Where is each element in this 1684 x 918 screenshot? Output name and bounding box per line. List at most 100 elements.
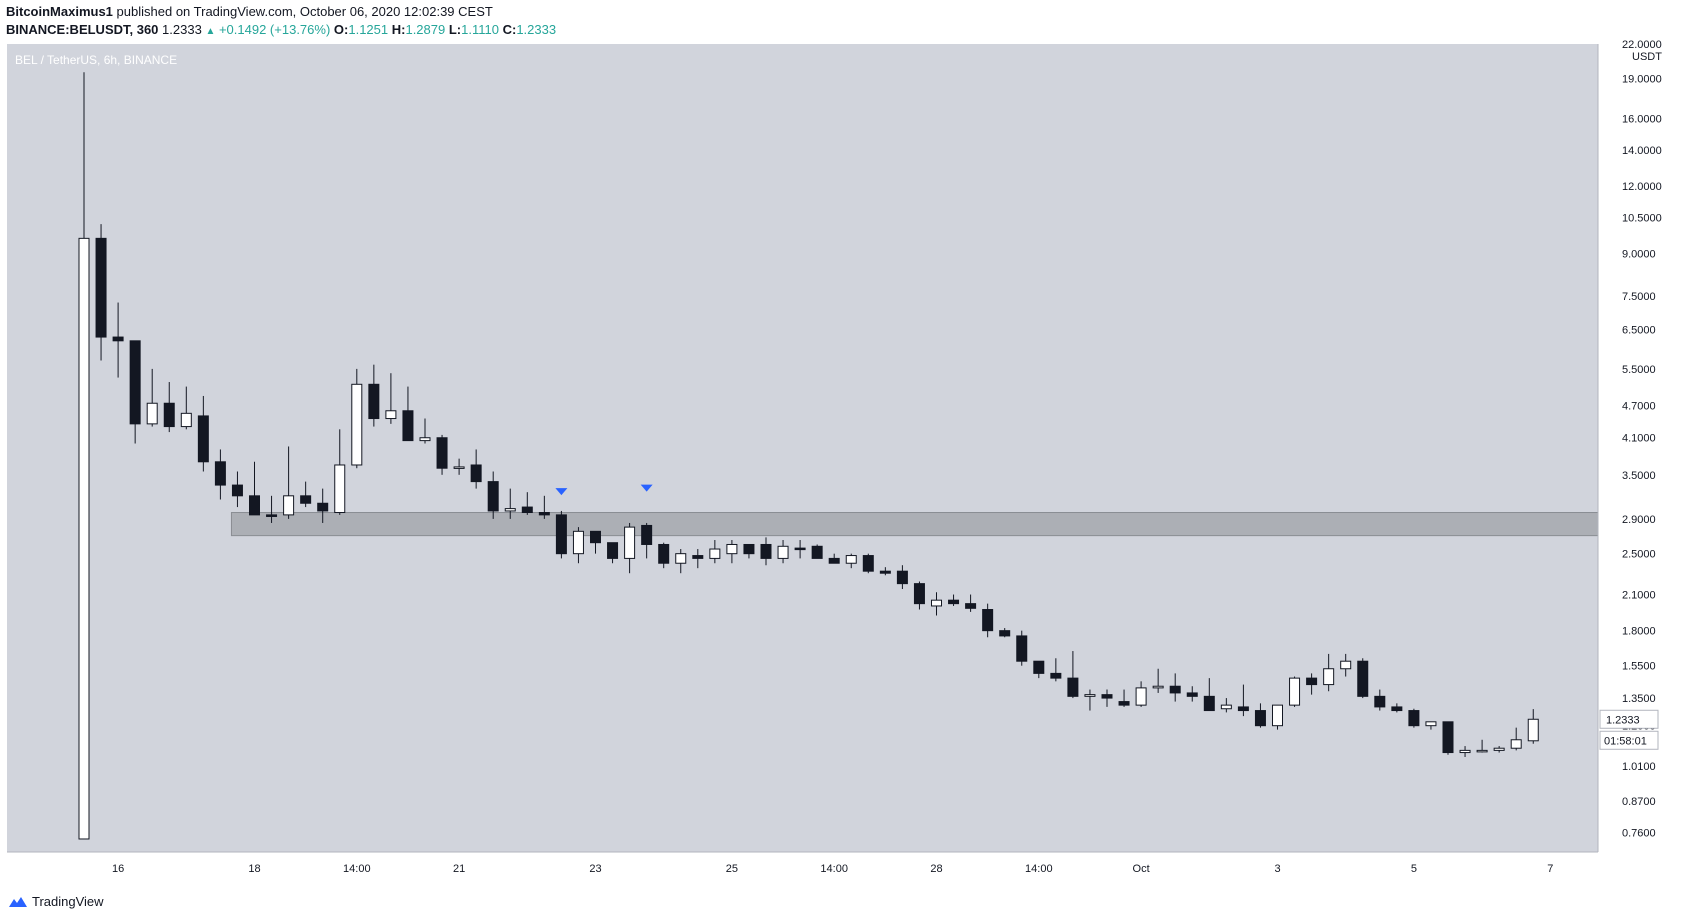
candle[interactable] bbox=[1254, 703, 1266, 728]
candle[interactable] bbox=[249, 461, 260, 516]
candle[interactable] bbox=[948, 594, 960, 606]
candle[interactable] bbox=[266, 495, 278, 523]
candle[interactable] bbox=[419, 418, 431, 444]
candle[interactable] bbox=[470, 449, 482, 489]
time-axis[interactable] bbox=[7, 852, 1598, 883]
candle[interactable] bbox=[180, 386, 192, 430]
candle[interactable] bbox=[300, 481, 312, 508]
candle[interactable] bbox=[658, 542, 670, 569]
down-arrow-marker[interactable] bbox=[640, 484, 653, 492]
candle[interactable] bbox=[1374, 689, 1386, 711]
candle[interactable] bbox=[862, 553, 874, 574]
candle[interactable] bbox=[283, 446, 295, 519]
down-arrow-marker[interactable] bbox=[555, 488, 568, 496]
candle[interactable] bbox=[1016, 630, 1028, 666]
resistance-zone[interactable] bbox=[230, 512, 1599, 537]
candle[interactable] bbox=[1408, 708, 1420, 728]
candle[interactable] bbox=[453, 458, 465, 475]
candle[interactable] bbox=[590, 530, 601, 554]
candle[interactable] bbox=[743, 543, 755, 559]
candle[interactable] bbox=[436, 434, 448, 475]
candle[interactable] bbox=[1101, 689, 1113, 707]
candle[interactable] bbox=[913, 581, 925, 610]
candle[interactable] bbox=[641, 522, 653, 559]
candle[interactable] bbox=[896, 565, 908, 590]
candle[interactable] bbox=[811, 544, 823, 559]
candle[interactable] bbox=[624, 522, 636, 574]
candle[interactable] bbox=[1186, 686, 1198, 702]
candle[interactable] bbox=[879, 567, 891, 576]
candle[interactable] bbox=[1425, 721, 1437, 730]
candle-body-bearish bbox=[658, 543, 670, 564]
candle[interactable] bbox=[214, 449, 226, 500]
candle[interactable] bbox=[1135, 681, 1147, 707]
candle[interactable] bbox=[1220, 698, 1232, 713]
candle[interactable] bbox=[1459, 746, 1471, 757]
candle[interactable] bbox=[521, 492, 533, 515]
footer-brand[interactable]: TradingView bbox=[8, 894, 104, 909]
candle[interactable] bbox=[231, 471, 243, 508]
candle[interactable] bbox=[828, 553, 840, 564]
candle[interactable] bbox=[675, 549, 687, 574]
candle[interactable] bbox=[504, 488, 516, 519]
candle[interactable] bbox=[1306, 673, 1318, 695]
candle[interactable] bbox=[982, 603, 994, 638]
candle[interactable] bbox=[112, 302, 124, 378]
candle[interactable] bbox=[692, 549, 704, 569]
candle[interactable] bbox=[368, 364, 380, 427]
candle[interactable] bbox=[146, 368, 158, 427]
candle[interactable] bbox=[607, 542, 619, 564]
candle[interactable] bbox=[1169, 673, 1181, 702]
candle-body-bearish bbox=[521, 506, 533, 514]
candle[interactable] bbox=[1323, 653, 1335, 692]
candle[interactable] bbox=[709, 540, 721, 564]
candle[interactable] bbox=[845, 553, 857, 569]
candle[interactable] bbox=[1510, 727, 1522, 751]
candle[interactable] bbox=[334, 429, 346, 515]
candle[interactable] bbox=[794, 540, 806, 559]
candle[interactable] bbox=[777, 540, 789, 564]
candle[interactable] bbox=[1237, 684, 1249, 717]
candle[interactable] bbox=[197, 395, 209, 472]
candle[interactable] bbox=[1340, 653, 1352, 677]
candle[interactable] bbox=[317, 488, 329, 523]
candle[interactable] bbox=[999, 628, 1011, 638]
candle[interactable] bbox=[1442, 721, 1454, 755]
candle[interactable] bbox=[726, 540, 738, 564]
candle[interactable] bbox=[1391, 703, 1403, 713]
candle[interactable] bbox=[385, 373, 397, 424]
candle[interactable] bbox=[487, 471, 499, 519]
candle-body-bearish bbox=[913, 583, 925, 605]
candle[interactable] bbox=[555, 510, 567, 559]
candle[interactable] bbox=[1050, 658, 1062, 682]
candle[interactable] bbox=[1118, 689, 1130, 707]
x-tick-label: 14:00 bbox=[820, 863, 848, 875]
candle[interactable] bbox=[351, 368, 363, 469]
candle[interactable] bbox=[402, 386, 414, 442]
author-name[interactable]: BitcoinMaximus1 bbox=[6, 4, 113, 19]
candle[interactable] bbox=[1067, 651, 1079, 699]
candle[interactable] bbox=[129, 340, 141, 444]
candle[interactable] bbox=[965, 594, 977, 612]
candle[interactable] bbox=[1203, 678, 1215, 712]
candle[interactable] bbox=[1272, 704, 1283, 730]
candle[interactable] bbox=[1476, 739, 1488, 753]
candle[interactable] bbox=[78, 72, 90, 840]
ohlc-line: BINANCE:BELUSDT, 360 1.2333 ▲ +0.1492 (+… bbox=[6, 22, 556, 37]
candle[interactable] bbox=[1357, 658, 1369, 699]
candle-body-bearish bbox=[436, 437, 448, 469]
candle[interactable] bbox=[95, 224, 107, 361]
candle[interactable] bbox=[572, 527, 584, 564]
candle-body-bearish bbox=[828, 557, 840, 564]
candle[interactable] bbox=[538, 495, 550, 519]
candle[interactable] bbox=[1033, 660, 1045, 679]
candle[interactable] bbox=[931, 592, 942, 616]
candle[interactable] bbox=[760, 537, 772, 566]
candle[interactable] bbox=[1493, 746, 1505, 753]
candle[interactable] bbox=[1289, 676, 1301, 707]
candle[interactable] bbox=[1527, 709, 1539, 744]
candle[interactable] bbox=[1152, 668, 1164, 693]
candle[interactable] bbox=[1084, 689, 1096, 711]
candle[interactable] bbox=[163, 382, 175, 433]
